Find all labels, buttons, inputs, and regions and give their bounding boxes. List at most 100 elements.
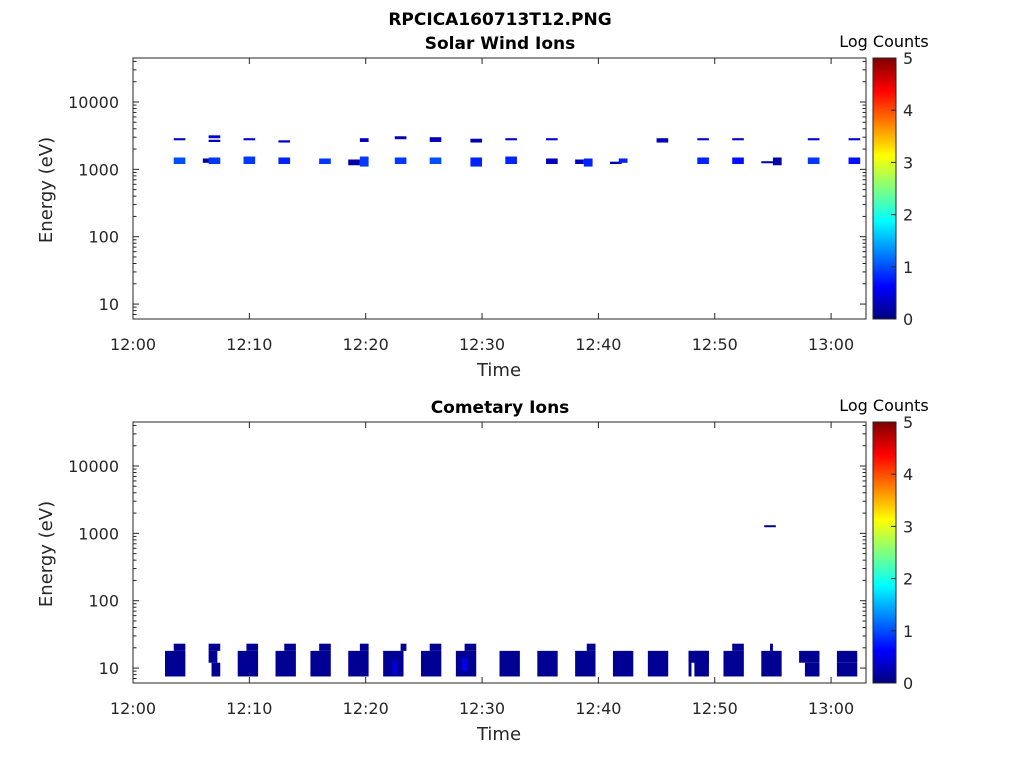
chart-title: Cometary Ions [431,398,570,418]
heatmap-cell [470,138,483,143]
chart-title: Solar Wind Ions [425,34,576,54]
heatmap-cell [284,643,296,651]
x-tick-label: 12:20 [343,699,389,718]
solar-wind-panel: Solar Wind Ions 1 0 100 1000 10000 12:00 12:1… [36,32,929,381]
y-tick-label: 10000 [68,457,119,476]
y-axis-label: Energy (eV) [36,137,57,243]
colorbar-label: Log Counts [839,32,929,51]
y-axis-label: Energy (eV) [36,501,57,607]
heatmap-cell [732,643,744,651]
y-tick-label: 1000 [78,160,119,179]
heatmap-cell [575,159,584,165]
x-tick-label: 12:10 [226,335,272,354]
heatmap-cell [546,158,558,165]
heatmap-cell [647,650,669,677]
x-tick-label: 12:50 [692,699,738,718]
heatmap-cell [208,643,221,651]
x-tick-label: 12:30 [459,699,505,718]
colorbar-tick-label: 4 [903,101,913,120]
x-axis-label: Time [476,724,521,745]
heatmap-cell [429,643,442,651]
heatmap-cell [836,650,858,663]
heatmap-cell [420,650,442,677]
heatmap-cell [505,138,517,141]
x-tick-label: 12:40 [575,335,621,354]
colorbar-tick-label: 0 [903,674,913,693]
heatmap-cell [499,650,520,677]
heatmap-cell [275,650,296,677]
y-tick-label: 10 [99,659,119,678]
x-axis: 12:00 12:10 12:20 12:30 12:40 12:50 13:00 [110,422,854,718]
heatmap-cell [208,157,221,165]
heatmap-cell [618,158,628,163]
heatmap-cell [770,643,773,651]
heatmap-cell [688,650,692,677]
heatmap-cell [359,643,369,651]
y-tick-label: 100 [88,592,119,611]
heatmap-cell [723,650,744,677]
x-tick-label: 12:40 [575,699,621,718]
heatmap-cell [612,650,634,677]
heatmap-cell [761,650,782,677]
plot-area [133,422,866,683]
x-tick-label: 13:00 [808,699,854,718]
heatmap-cell [278,157,291,165]
colorbar [872,57,897,320]
x-tick-label: 12:00 [110,335,156,354]
colorbar-tick-label: 3 [903,153,913,172]
colorbar-tick-label: 2 [903,570,913,589]
heatmap-cell [799,650,820,663]
heatmap-cell [208,139,221,142]
heatmap-cell [772,157,782,166]
colorbar-tick-label: 5 [903,49,913,68]
heatmap-cell [761,161,779,164]
x-tick-label: 12:50 [692,335,738,354]
heatmap-cell [688,650,709,663]
heatmap-cell [173,643,186,651]
heatmap-cell [202,158,212,163]
heatmap-cell [243,156,256,165]
y-tick-label: 100 [88,228,119,247]
heatmap-cell [836,662,858,677]
heatmap-cell [732,138,744,141]
colorbar-tick-label: 1 [903,622,913,641]
heatmap-cell [697,138,709,141]
heatmap-cell [470,157,483,167]
x-tick-label: 12:30 [459,335,505,354]
plot-frame [132,421,867,684]
plot-frame [132,57,867,320]
heatmap-cell [208,135,221,139]
y-axis: 10 100 1000 10000 [68,424,866,684]
heatmap-cell [583,158,593,167]
heatmap-cell [208,650,218,663]
colorbar-tick-label: 0 [903,310,913,329]
x-tick-label: 12:00 [110,699,156,718]
colorbar-tick-label: 2 [903,206,913,225]
heatmap-cells [173,135,861,167]
heatmap-cells [164,525,858,677]
heatmap-cell [610,161,622,165]
heatmap-cell [246,643,259,651]
heatmap-cell [461,658,468,672]
heatmap-cell [348,159,360,166]
heatmap-cell [764,525,776,528]
heatmap-cell [394,136,407,140]
heatmap-cell [546,138,558,141]
x-tick-label: 13:00 [808,335,854,354]
x-tick-label: 12:10 [226,699,272,718]
heatmap-cell [310,650,331,677]
heatmap-cell [505,156,517,165]
colorbar-tick-label: 1 [903,258,913,277]
colorbar-tick-label: 5 [903,413,913,432]
colorbar-tick-label: 3 [903,517,913,536]
heatmap-cell [278,140,291,143]
x-axis-label: Time [476,360,521,381]
heatmap-cell [319,158,331,165]
heatmap-cell [164,650,186,677]
colorbar-label: Log Counts [839,396,929,415]
heatmap-cell [173,157,186,165]
heatmap-cell [391,660,398,675]
y-tick-label: 10000 [68,93,119,112]
heatmap-cell [697,157,709,165]
